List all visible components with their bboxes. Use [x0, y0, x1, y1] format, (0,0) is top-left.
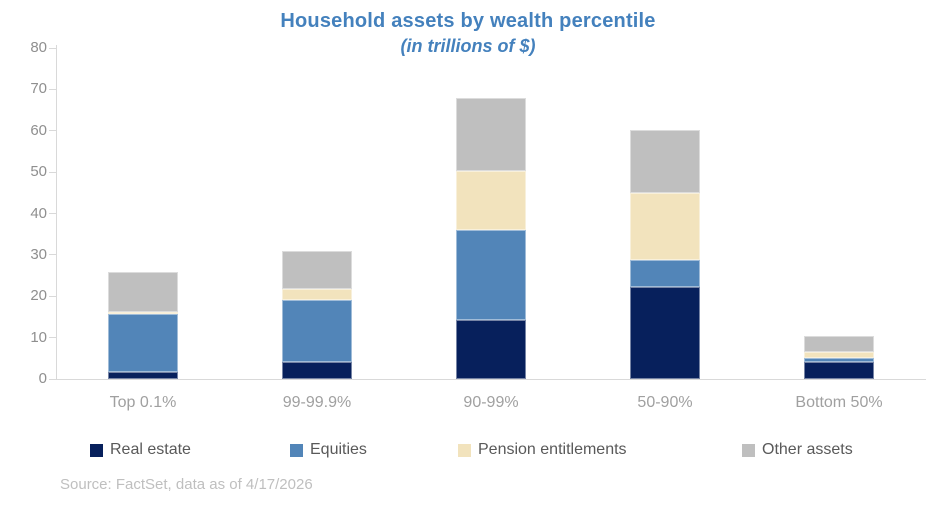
bar-segment: [804, 352, 874, 359]
x-axis-label: Top 0.1%: [109, 394, 177, 411]
bar-segment: [804, 362, 874, 379]
y-tick-label: 60: [30, 121, 47, 139]
legend-label: Pension entitlements: [478, 441, 627, 458]
bar-segment: [282, 361, 352, 379]
y-tick-mark: [49, 254, 56, 256]
y-tick-label: 30: [30, 245, 47, 263]
y-tick-mark: [49, 378, 56, 380]
y-tick-label: 20: [30, 287, 47, 305]
bar-segment: [456, 230, 526, 321]
legend-item: Other assets: [742, 441, 853, 458]
bar-segment: [456, 97, 526, 172]
bar-segment: [282, 250, 352, 289]
y-tick-mark: [49, 337, 56, 339]
y-tick-mark: [49, 47, 56, 49]
y-tick-mark: [49, 171, 56, 173]
y-axis-line: [56, 45, 57, 379]
legend-item: Pension entitlements: [458, 441, 627, 458]
bar-segment: [456, 171, 526, 231]
x-axis-label: 50-90%: [637, 394, 693, 411]
y-tick-mark: [49, 295, 56, 297]
x-axis-label: Bottom 50%: [795, 394, 883, 411]
bar-segment: [804, 358, 874, 363]
bar-segment: [630, 287, 700, 379]
x-axis-label: 99-99.9%: [282, 394, 352, 411]
source-note: Source: FactSet, data as of 4/17/2026: [60, 476, 313, 493]
bar-segment: [108, 272, 178, 312]
y-tick-mark: [49, 213, 56, 214]
y-tick-mark: [49, 88, 56, 90]
legend-label: Other assets: [762, 441, 853, 458]
bar-segment: [630, 129, 700, 194]
legend-swatch: [90, 443, 103, 457]
bar-segment: [282, 299, 352, 362]
y-tick-label: 70: [30, 80, 47, 98]
chart-subtitle: (in trillions of $): [400, 36, 536, 56]
y-tick-label: 0: [38, 370, 47, 387]
legend-label: Real estate: [110, 441, 191, 458]
x-axis-label: 90-99%: [463, 394, 519, 411]
y-tick-label: 10: [30, 328, 47, 346]
bar-segment: [282, 288, 352, 300]
bar-segment: [108, 311, 178, 314]
bar-segment: [630, 193, 700, 261]
bar-segment: [630, 260, 700, 288]
bar-segment: [804, 336, 874, 353]
legend-item: Equities: [290, 441, 367, 458]
legend-swatch: [742, 443, 755, 457]
bar-segment: [456, 320, 526, 379]
y-tick-label: 80: [30, 39, 47, 56]
bar-segment: [108, 313, 178, 372]
bar-segment: [108, 371, 178, 379]
chart-title: Household assets by wealth percentile: [280, 10, 656, 32]
legend-item: Real estate: [90, 441, 191, 458]
legend-label: Equities: [310, 441, 367, 458]
y-tick-label: 50: [30, 163, 47, 181]
y-tick-mark: [49, 130, 56, 132]
legend-swatch: [458, 443, 471, 457]
y-tick-label: 40: [30, 204, 47, 222]
x-axis-line: [56, 379, 926, 380]
legend-swatch: [290, 443, 303, 457]
